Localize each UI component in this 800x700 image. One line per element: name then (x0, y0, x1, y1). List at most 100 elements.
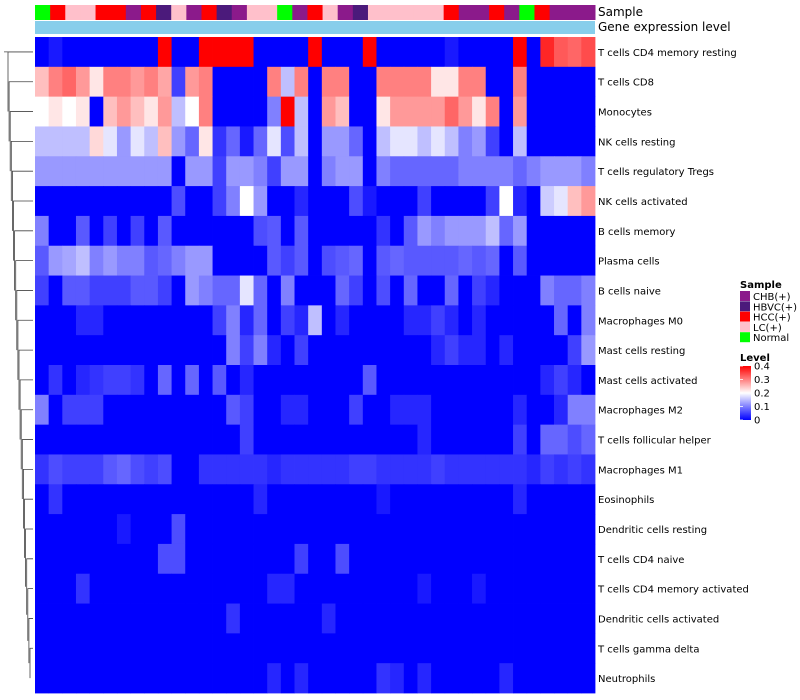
heatmap-cell (485, 66, 500, 98)
heatmap-cell (226, 514, 241, 545)
heatmap-cell (226, 37, 241, 68)
heatmap-cell (308, 275, 323, 306)
heatmap-cell (157, 424, 172, 455)
heatmap-cell (171, 663, 186, 694)
heatmap-cell (349, 603, 364, 634)
heatmap-cell (321, 663, 336, 694)
sample-track-cell (322, 5, 339, 20)
heatmap-cell (554, 66, 569, 98)
heatmap-cell (171, 633, 186, 664)
heatmap-cell (185, 156, 200, 187)
expression-annotation-track (35, 21, 595, 34)
heatmap-cell (581, 96, 596, 127)
heatmap-cell (321, 454, 336, 485)
heatmap-cell (513, 514, 528, 545)
heatmap-cell (554, 454, 569, 485)
heatmap-cell (144, 663, 159, 694)
heatmap-cell (212, 365, 227, 396)
heatmap-cell (157, 514, 172, 545)
row-label: NK cells activated (598, 197, 688, 208)
heatmap-cell (431, 484, 446, 515)
heatmap-cell (417, 275, 432, 306)
heatmap-cell (239, 335, 254, 366)
heatmap-cell (226, 275, 241, 306)
heatmap-cell (253, 275, 268, 306)
heatmap-cell (417, 603, 432, 634)
heatmap-cell (485, 573, 500, 604)
heatmap-cell (526, 424, 541, 455)
heatmap-cell (526, 394, 541, 426)
sample-track-cell (35, 5, 51, 20)
heatmap-cell (198, 484, 213, 515)
heatmap-cell (226, 573, 241, 604)
heatmap-cell (308, 424, 323, 455)
heatmap-cell (171, 365, 186, 396)
heatmap-cell (567, 66, 582, 98)
heatmap-cell (362, 186, 377, 217)
heatmap-cell (390, 215, 405, 247)
heatmap-cell (485, 603, 500, 634)
heatmap-cell (35, 96, 50, 127)
sample-track-cell (140, 5, 157, 20)
heatmap-cell (403, 365, 418, 396)
heatmap-cell (444, 305, 459, 336)
heatmap-cell (280, 245, 295, 276)
row-label: B cells memory (598, 227, 675, 238)
heatmap-cell (185, 215, 200, 247)
heatmap-cell (540, 66, 555, 98)
heatmap-cell (444, 394, 459, 426)
heatmap-cell (75, 454, 91, 485)
heatmap-cell (581, 215, 596, 247)
heatmap-cell (198, 156, 213, 187)
heatmap-cell (198, 633, 213, 664)
heatmap-cell (212, 633, 227, 664)
heatmap-cell (581, 186, 596, 217)
heatmap-cell (198, 335, 213, 366)
dendrogram-branch (24, 498, 33, 558)
heatmap-cell (554, 96, 569, 127)
heatmap-cell (103, 543, 118, 575)
sample-track-cell (216, 5, 233, 20)
heatmap-cell (567, 484, 582, 515)
heatmap-cell (417, 663, 432, 694)
heatmap-cell (103, 186, 118, 217)
row-label: B cells naive (598, 286, 661, 297)
sample-track-cell (413, 5, 430, 20)
heatmap-cell (567, 245, 582, 276)
heatmap-cell (526, 573, 541, 604)
heatmap-cell (540, 663, 555, 694)
heatmap-cell (390, 424, 405, 455)
heatmap-cell (403, 245, 418, 276)
heatmap-cell (417, 573, 432, 604)
heatmap-cell (280, 603, 295, 634)
heatmap-cell (157, 394, 172, 426)
heatmap-cell (390, 573, 405, 604)
heatmap-cell (485, 454, 500, 485)
heatmap-cell (239, 454, 254, 485)
heatmap-cell (89, 275, 104, 306)
heatmap-cell (362, 573, 377, 604)
heatmap-cell (581, 514, 596, 545)
heatmap-cell (444, 514, 459, 545)
heatmap-cell (48, 37, 63, 68)
heatmap-cell (540, 275, 555, 306)
dendrogram-branch (15, 260, 33, 321)
heatmap-cell (335, 394, 350, 426)
heatmap-cell (171, 603, 186, 634)
heatmap-cell (485, 663, 500, 694)
heatmap-cell (280, 66, 295, 98)
heatmap-cell (239, 633, 254, 664)
heatmap-cell (116, 275, 132, 306)
heatmap-cell (581, 454, 596, 485)
heatmap-cell (103, 424, 118, 455)
heatmap-cell (321, 305, 336, 336)
heatmap-cell (253, 484, 268, 515)
heatmap-cell (390, 186, 405, 217)
sample-track-cell (519, 5, 535, 20)
heatmap-cell (185, 454, 200, 485)
heatmap-cell (376, 245, 391, 276)
heatmap-cell (294, 275, 309, 306)
heatmap-cell (567, 37, 582, 68)
heatmap-cell (540, 454, 555, 485)
heatmap-cell (226, 454, 241, 485)
